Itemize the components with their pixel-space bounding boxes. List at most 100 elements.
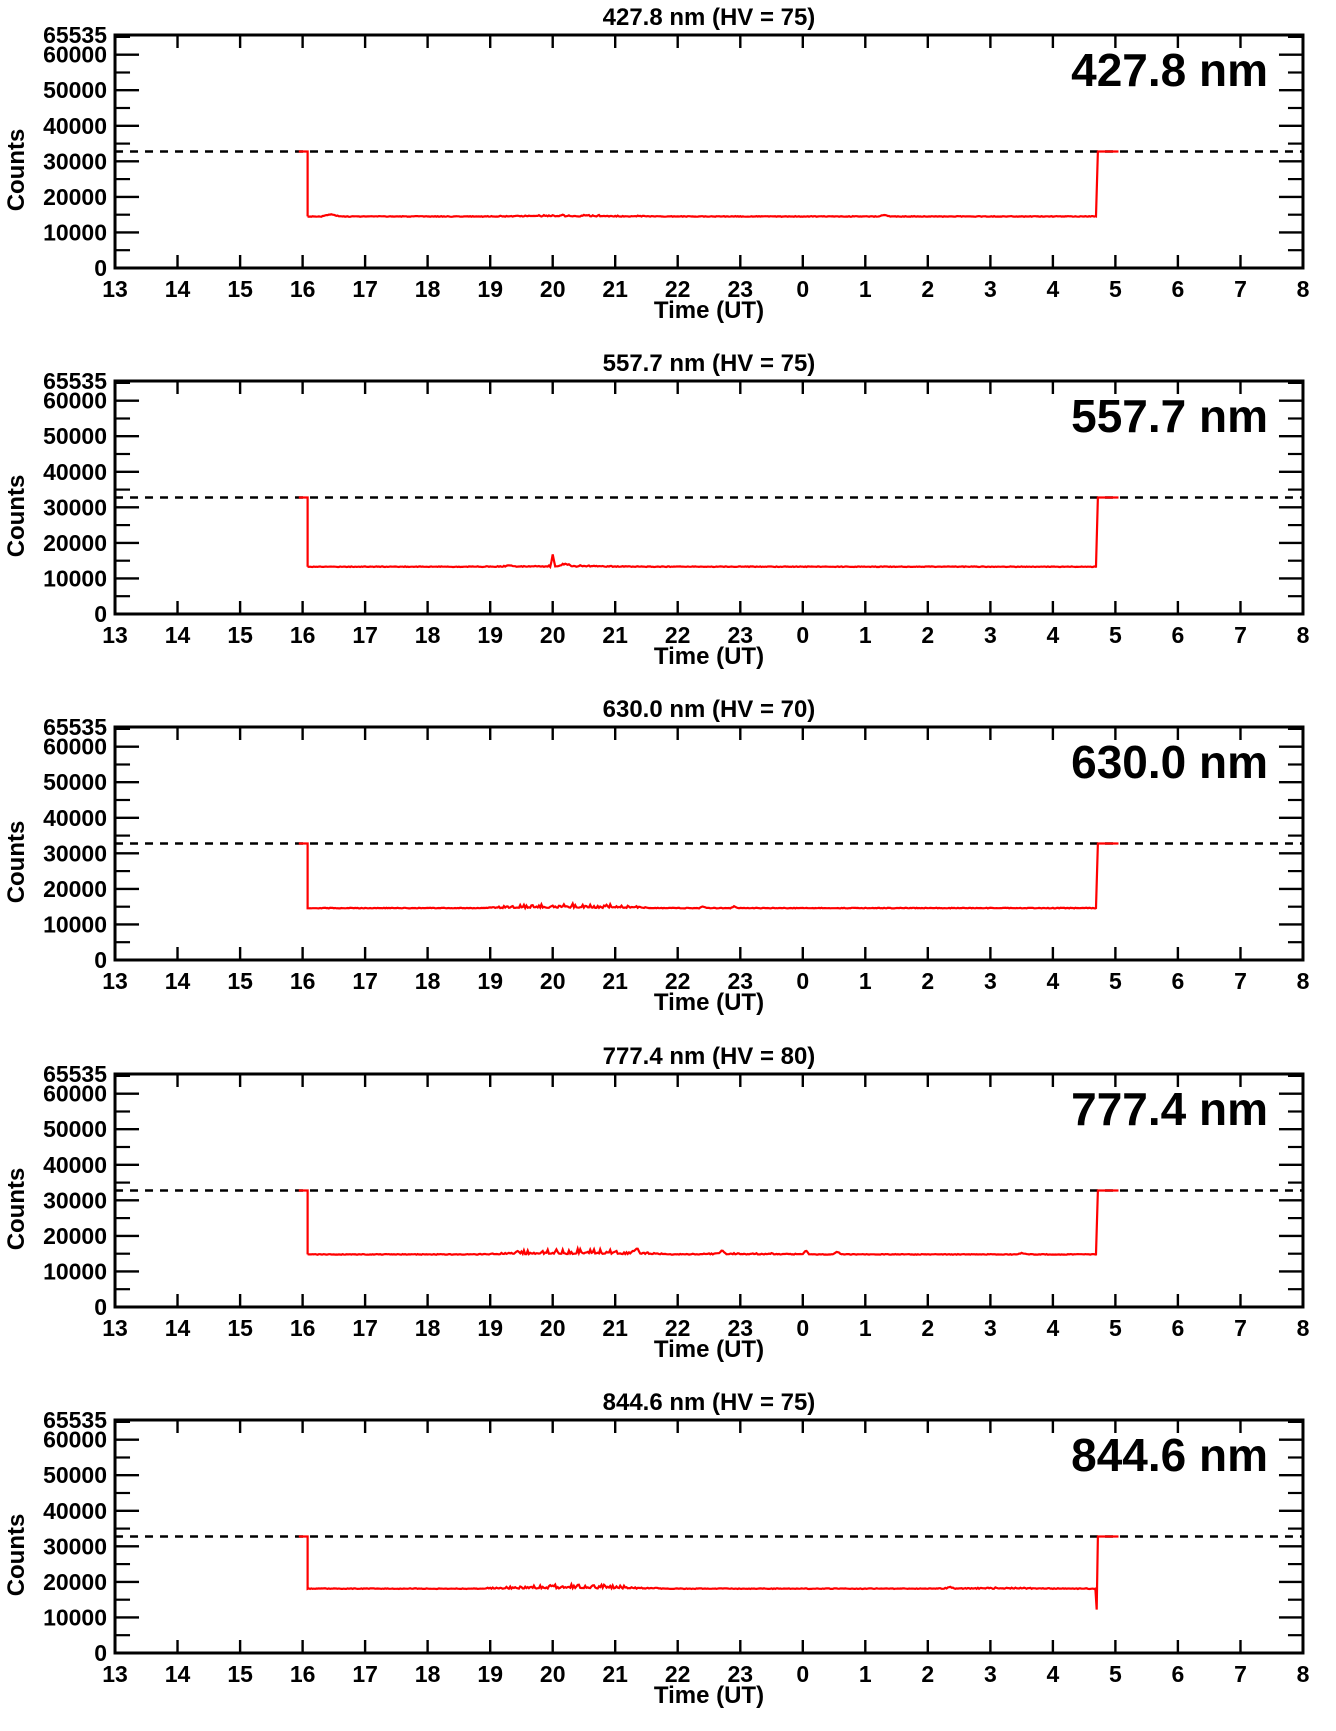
panel-title: 777.4 nm (HV = 80) <box>603 1043 816 1070</box>
x-tick-label: 6 <box>1171 968 1184 994</box>
panel-777-4-nm: 13 14 15 16 17 18 19 20 21 22 23 0 1 2 3 4 5 6 7 8 0 10000 200… <box>0 1039 1336 1385</box>
x-tick-label: 15 <box>227 1661 253 1687</box>
x-tick-label: 18 <box>415 276 441 302</box>
x-tick-label: 17 <box>352 1661 378 1687</box>
x-tick-label: 6 <box>1171 1315 1184 1341</box>
x-tick-label: 3 <box>984 1661 997 1687</box>
panel-title: 844.6 nm (HV = 75) <box>603 1389 816 1416</box>
x-axis-label: Time (UT) <box>654 1336 764 1363</box>
panel-427-8-nm: 13 14 15 16 17 18 19 20 21 22 23 0 1 2 3 4 5 6 7 8 0 10000 200… <box>0 0 1336 346</box>
y-axis-label: Counts <box>3 1513 30 1596</box>
y-tick-label: 40000 <box>43 459 107 485</box>
x-tick-label: 18 <box>415 622 441 648</box>
x-tick-label: 6 <box>1171 1661 1184 1687</box>
x-tick-label: 0 <box>796 1315 809 1341</box>
y-tick-label: 10000 <box>43 219 107 245</box>
panel-svg: 13 14 15 16 17 18 19 20 21 22 23 0 1 2 3 4 5 6 7 8010000200… <box>3 350 1310 670</box>
y-tick-label: 0 <box>94 1294 107 1320</box>
panel-svg: 13 14 15 16 17 18 19 20 21 22 23 0 1 2 3 4 5 6 7 8010000200… <box>3 4 1310 324</box>
wavelength-label: 630.0 nm <box>1071 736 1268 788</box>
x-tick-label: 18 <box>415 1661 441 1687</box>
x-tick-label: 20 <box>540 622 566 648</box>
x-tick-label: 19 <box>477 276 503 302</box>
x-tick-label: 21 <box>602 622 628 648</box>
y-tick-label: 50000 <box>43 1462 107 1488</box>
x-tick-label: 23 <box>728 1661 754 1687</box>
y-tick-label: 30000 <box>43 148 107 174</box>
y-tick-label: 30000 <box>43 494 107 520</box>
panel-title: 630.0 nm (HV = 70) <box>603 696 816 723</box>
y-tick-label: 40000 <box>43 113 107 139</box>
x-tick-label: 22 <box>665 1315 691 1341</box>
y-tick-label: 50000 <box>43 77 107 103</box>
y-tick-label: 30000 <box>43 1533 107 1559</box>
x-tick-label: 5 <box>1109 622 1122 648</box>
x-tick-label: 8 <box>1297 276 1310 302</box>
x-tick-label: 14 <box>165 1315 191 1341</box>
x-tick-label: 22 <box>665 968 691 994</box>
y-tick-label: 60000 <box>43 1426 107 1452</box>
panel-svg: 13 14 15 16 17 18 19 20 21 22 23 0 1 2 3 4 5 6 7 8010000200… <box>3 1043 1310 1363</box>
x-tick-label: 4 <box>1046 622 1059 648</box>
x-tick-label: 7 <box>1234 1315 1247 1341</box>
x-tick-label: 23 <box>728 1315 754 1341</box>
y-tick-label: 10000 <box>43 1604 107 1630</box>
x-tick-label: 17 <box>352 968 378 994</box>
y-tick-label: 65535 <box>43 714 107 740</box>
plot-frame <box>113 379 1305 616</box>
y-axis-label: Counts <box>3 1167 30 1250</box>
y-tick-label: 20000 <box>43 876 107 902</box>
plot-frame <box>113 1072 1305 1309</box>
x-tick-label: 15 <box>227 1315 253 1341</box>
y-tick-label: 50000 <box>43 1116 107 1142</box>
panel-svg: 13 14 15 16 17 18 19 20 21 22 23 0 1 2 3 4 5 6 7 8010000200… <box>3 696 1310 1016</box>
wavelength-label: 844.6 nm <box>1071 1429 1268 1481</box>
panel-844-6-nm: 13 14 15 16 17 18 19 20 21 22 23 0 1 2 3 4 5 6 7 8 0 10000 200… <box>0 1385 1336 1731</box>
x-tick-label: 18 <box>415 1315 441 1341</box>
y-tick-label: 0 <box>94 255 107 281</box>
y-tick-label: 50000 <box>43 770 107 796</box>
y-axis-label: Counts <box>3 129 30 212</box>
x-tick-label: 20 <box>540 968 566 994</box>
x-tick-label: 3 <box>984 968 997 994</box>
x-tick-label: 4 <box>1046 968 1059 994</box>
y-tick-label: 10000 <box>43 912 107 938</box>
panel-title: 557.7 nm (HV = 75) <box>603 350 816 377</box>
x-tick-label: 15 <box>227 276 253 302</box>
x-axis-label: Time (UT) <box>654 1682 764 1709</box>
counts-series-line <box>298 842 1119 911</box>
x-tick-label: 0 <box>796 968 809 994</box>
x-tick-label: 22 <box>665 1661 691 1687</box>
y-tick-label: 65535 <box>43 1407 107 1433</box>
wavelength-label: 427.8 nm <box>1071 44 1268 96</box>
y-tick-label: 50000 <box>43 423 107 449</box>
x-tick-label: 15 <box>227 968 253 994</box>
y-tick-label: 40000 <box>43 1498 107 1524</box>
x-axis-label: Time (UT) <box>654 297 764 324</box>
x-tick-label: 8 <box>1297 968 1310 994</box>
panel-svg: 13 14 15 16 17 18 19 20 21 22 23 0 1 2 3 4 5 6 7 8010000200… <box>3 1389 1310 1709</box>
x-tick-label: 14 <box>165 622 191 648</box>
x-tick-label: 14 <box>165 276 191 302</box>
y-tick-label: 20000 <box>43 1569 107 1595</box>
x-tick-label: 1 <box>859 622 872 648</box>
x-tick-label: 7 <box>1234 622 1247 648</box>
plot-frame <box>113 725 1305 962</box>
x-tick-label: 20 <box>540 1315 566 1341</box>
counts-series-line <box>298 150 1119 218</box>
x-tick-label: 16 <box>290 968 316 994</box>
x-tick-label: 2 <box>921 968 934 994</box>
plot-frame <box>113 33 1305 270</box>
x-tick-label: 2 <box>921 276 934 302</box>
wavelength-label: 777.4 nm <box>1071 1083 1268 1135</box>
x-tick-label: 20 <box>540 276 566 302</box>
x-tick-label: 19 <box>477 1315 503 1341</box>
x-tick-label: 6 <box>1171 276 1184 302</box>
x-tick-label: 3 <box>984 622 997 648</box>
x-tick-label: 7 <box>1234 1661 1247 1687</box>
y-tick-label: 10000 <box>43 566 107 592</box>
x-tick-label: 15 <box>227 622 253 648</box>
x-tick-label: 19 <box>477 1661 503 1687</box>
y-tick-label: 0 <box>94 601 107 627</box>
counts-series-line <box>298 1535 1119 1610</box>
